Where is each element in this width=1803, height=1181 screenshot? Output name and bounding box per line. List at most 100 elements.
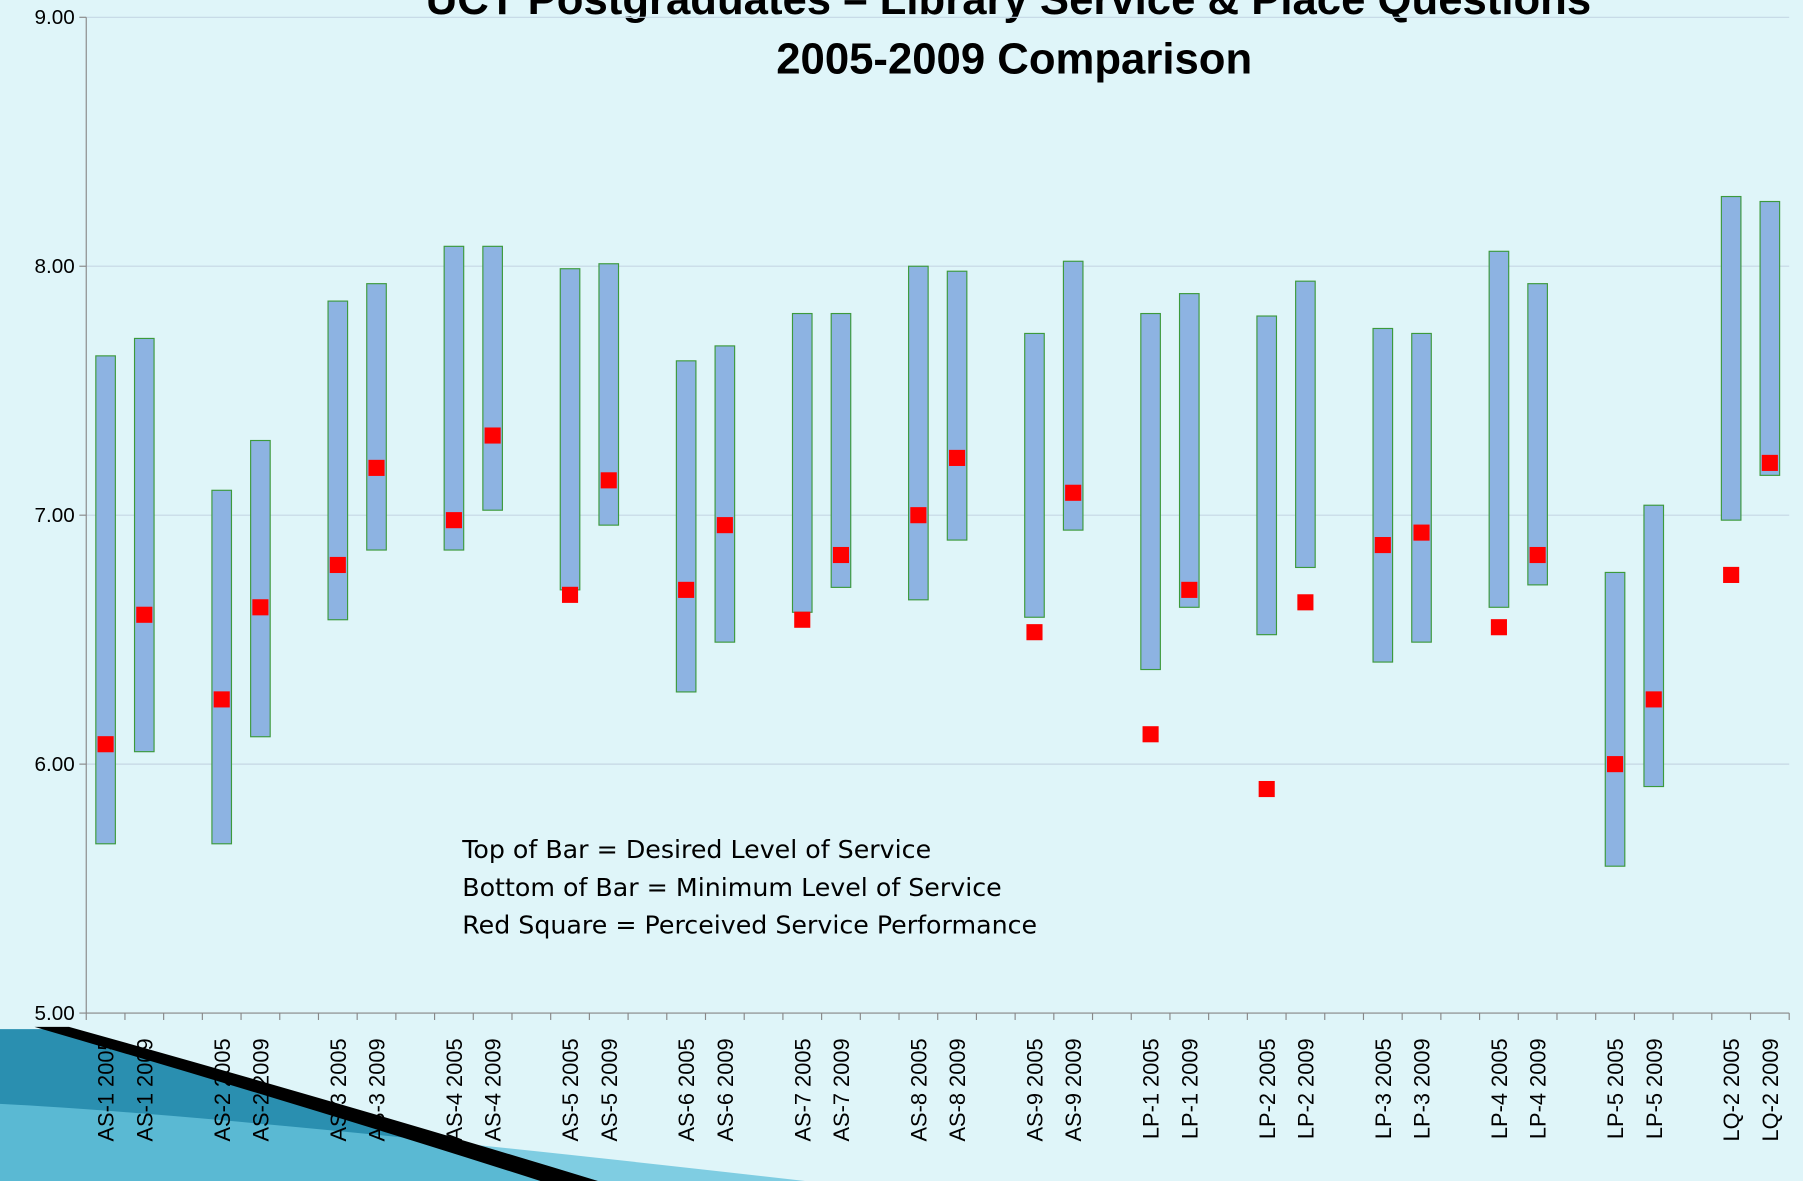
perceived-marker — [1297, 594, 1314, 611]
x-tick-label: LP-3 2005 — [1371, 1038, 1396, 1139]
x-tick-label: LP-4 2005 — [1487, 1038, 1512, 1139]
bar — [1178, 293, 1200, 608]
x-tick-label: LP-1 2009 — [1177, 1038, 1202, 1139]
perceived-marker — [213, 691, 230, 708]
x-tick-label: AS-2 2009 — [248, 1038, 273, 1141]
perceived-marker — [600, 472, 617, 489]
x-tick-label: AS-6 2009 — [713, 1038, 738, 1141]
x-tick-label: LP-2 2005 — [1255, 1038, 1280, 1139]
bar — [791, 312, 813, 613]
bar — [830, 312, 852, 588]
decor-swoosh-light — [0, 1103, 805, 1181]
annotation: Red Square = Perceived Service Performan… — [462, 911, 1037, 940]
chart-subtitle: 2005-2009 Comparison — [776, 35, 1252, 84]
perceived-marker — [949, 449, 966, 466]
perceived-marker — [136, 606, 153, 623]
annotation: Bottom of Bar = Minimum Level of Service — [462, 873, 1001, 902]
x-tick-label: LQ-2 2005 — [1719, 1038, 1744, 1141]
y-tick-label: 5.00 — [34, 1002, 74, 1025]
bar — [133, 337, 155, 753]
bar — [366, 283, 387, 551]
perceived-marker — [1529, 546, 1546, 564]
x-tick-label: AS-5 2009 — [597, 1038, 622, 1141]
x-tick-label: AS-9 2005 — [1023, 1038, 1048, 1141]
x-tick-label: LQ-2 2009 — [1758, 1038, 1783, 1141]
bar — [1411, 332, 1432, 643]
bar — [482, 245, 503, 511]
x-tick-label: AS-1 2009 — [132, 1038, 157, 1141]
perceived-marker — [1065, 484, 1082, 501]
bar — [559, 268, 581, 591]
x-tick-label: AS-2 2005 — [210, 1038, 235, 1141]
bar — [1062, 260, 1084, 531]
perceived-marker — [1413, 524, 1430, 541]
x-tick-label: AS-4 2009 — [481, 1038, 506, 1141]
bar — [946, 270, 968, 541]
bar — [1720, 195, 1742, 521]
decor-swoosh-dark — [34, 1026, 598, 1181]
x-tick-label: AS-4 2005 — [442, 1038, 467, 1141]
perceived-marker — [484, 427, 501, 444]
x-tick-label: AS-8 2005 — [906, 1038, 931, 1141]
bar — [1140, 312, 1161, 671]
x-tick-label: LP-5 2009 — [1642, 1038, 1667, 1139]
perceived-marker — [1723, 566, 1740, 583]
perceived-marker — [252, 599, 269, 616]
perceived-marker — [1142, 726, 1159, 743]
annotation: Top of Bar = Desired Level of Service — [461, 835, 931, 864]
bar — [1372, 327, 1394, 663]
x-tick-label: LP-2 2009 — [1293, 1038, 1318, 1139]
bar — [443, 245, 465, 551]
x-tick-label: AS-5 2005 — [558, 1038, 583, 1141]
perceived-marker — [97, 736, 114, 753]
bar — [714, 345, 736, 643]
bar — [250, 439, 271, 738]
bar — [1024, 332, 1045, 618]
x-tick-label: AS-3 2005 — [326, 1038, 351, 1141]
x-tick-label: AS-1 2005 — [94, 1038, 119, 1141]
x-tick-label: AS-8 2009 — [945, 1038, 970, 1141]
perceived-marker — [1761, 454, 1778, 471]
perceived-marker — [1374, 537, 1391, 554]
y-tick-label: 8.00 — [34, 255, 74, 278]
perceived-marker — [1606, 756, 1624, 773]
x-tick-label: LP-1 2005 — [1139, 1038, 1164, 1139]
perceived-marker — [329, 556, 346, 574]
x-tick-label: LP-4 2009 — [1526, 1038, 1551, 1139]
bar — [327, 300, 349, 621]
x-tick-label: AS-9 2009 — [1061, 1038, 1086, 1141]
bar — [1759, 200, 1781, 476]
perceived-marker — [1258, 780, 1275, 798]
perceived-marker — [678, 581, 695, 598]
perceived-marker — [561, 586, 579, 603]
perceived-marker — [794, 611, 811, 628]
bar — [211, 489, 233, 845]
y-tick-label: 9.00 — [34, 6, 74, 29]
perceived-marker — [368, 459, 385, 476]
bar — [1643, 504, 1665, 788]
y-tick-label: 6.00 — [34, 753, 74, 776]
perceived-marker — [1181, 581, 1198, 598]
perceived-marker — [1645, 691, 1662, 708]
x-tick-label: LP-3 2009 — [1410, 1038, 1435, 1139]
x-tick-label: AS-7 2005 — [790, 1038, 815, 1141]
bar — [675, 360, 697, 693]
chart-title: UCT Postgraduates – Library Service & Pl… — [426, 0, 1591, 24]
bar — [1488, 250, 1510, 608]
y-tick-label: 7.00 — [34, 504, 74, 527]
perceived-marker — [445, 512, 462, 529]
bar — [1527, 283, 1548, 586]
x-tick-label: AS-6 2005 — [674, 1038, 699, 1141]
bar — [598, 263, 620, 526]
perceived-marker — [716, 517, 733, 534]
perceived-marker — [1490, 619, 1507, 636]
bar — [1295, 280, 1316, 569]
bar — [95, 355, 116, 845]
bar — [1256, 315, 1278, 636]
x-tick-label: AS-7 2009 — [829, 1038, 854, 1141]
perceived-marker — [910, 507, 927, 524]
perceived-marker — [832, 546, 850, 564]
x-tick-label: LP-5 2005 — [1603, 1038, 1628, 1139]
